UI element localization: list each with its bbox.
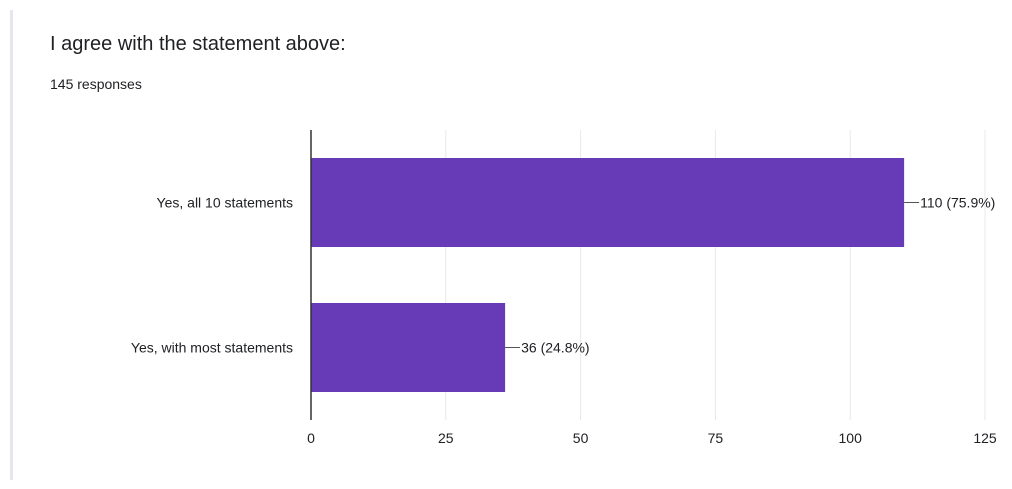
- x-tick-label: 75: [708, 430, 724, 446]
- x-tick-label: 25: [438, 430, 454, 446]
- x-tick-label: 50: [573, 430, 589, 446]
- x-tick-label: 100: [839, 430, 863, 446]
- question-title: I agree with the statement above:: [50, 33, 346, 55]
- data-label: 110 (75.9%): [920, 195, 995, 211]
- category-label: Yes, all 10 statements: [157, 195, 293, 211]
- data-label: 36 (24.8%): [521, 340, 589, 356]
- response-count: 145 responses: [50, 76, 142, 92]
- x-tick-label: 0: [307, 430, 315, 446]
- card-left-border: [10, 10, 13, 480]
- bar: [311, 158, 905, 247]
- x-tick-label: 125: [973, 430, 997, 446]
- bar: [311, 303, 506, 392]
- category-label: Yes, with most statements: [131, 340, 293, 356]
